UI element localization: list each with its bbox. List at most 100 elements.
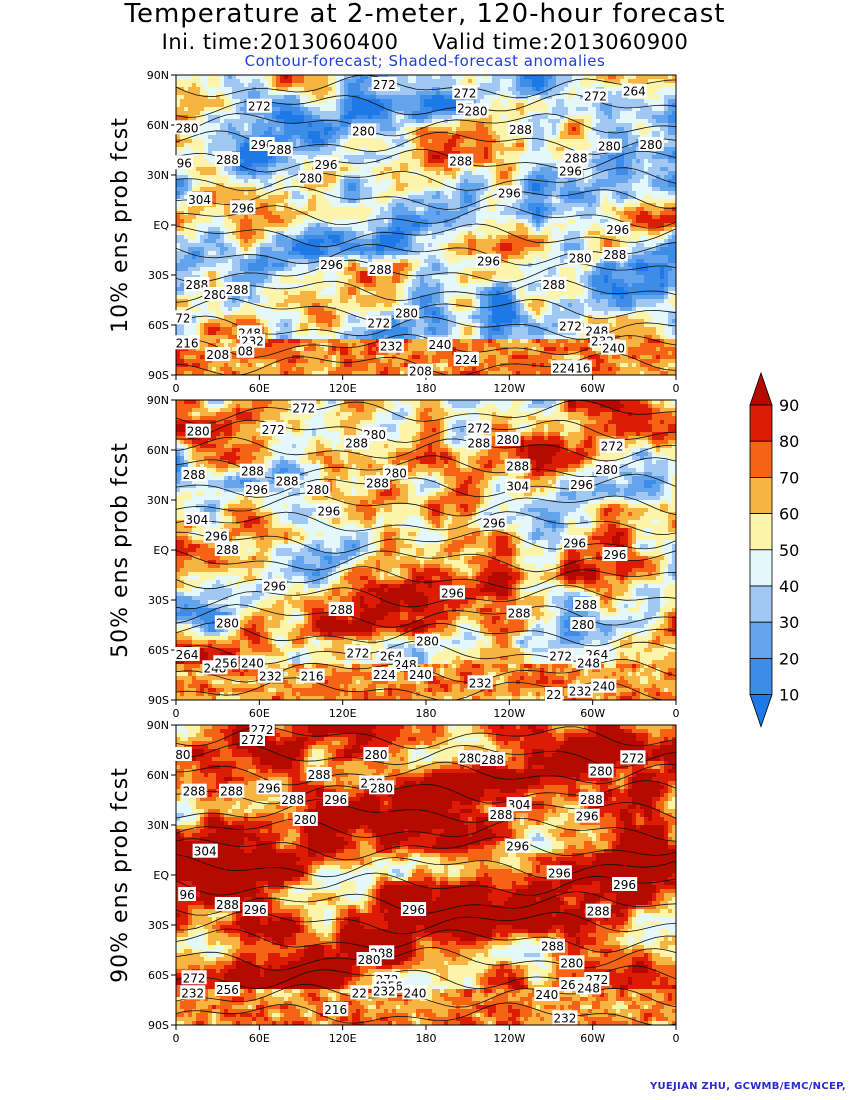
contour-label: 288 <box>344 435 370 450</box>
contour-label: 22 <box>350 985 369 1000</box>
contour-label: 216 <box>299 668 325 684</box>
contour-label: 304 <box>192 843 218 859</box>
lat-tick-label: 60S <box>148 319 169 332</box>
contour-label: 296 <box>605 222 631 237</box>
map-panel-1: 90N 60N 30N EQ 30S 60S 90S 0 60E 120E 180 120W 60W 0 2… <box>108 69 680 395</box>
contour-label: 264 <box>174 647 200 662</box>
contour-label: 288 <box>563 150 589 165</box>
contour-label: 272 <box>548 648 574 664</box>
contour-label: 216 <box>323 1002 349 1017</box>
contour-label: 304 <box>184 512 210 527</box>
contour-labels: 2722722642722722802802882802882802728029… <box>174 77 664 379</box>
contour-label: 232 <box>180 985 206 1000</box>
contour-label: 240 <box>239 655 265 670</box>
contour-label: 280 <box>638 137 664 152</box>
contour-label: 288 <box>585 903 611 919</box>
contour-label: 288 <box>267 142 293 157</box>
contour-label: 280 <box>394 305 420 320</box>
contour-label: 280 <box>174 120 200 135</box>
colorbar-label: 80 <box>779 432 799 451</box>
colorbar-bottom-arrow <box>749 694 773 728</box>
contour-label: 280 <box>588 763 614 779</box>
lon-tick-label: 180 <box>416 707 437 720</box>
colorbar-segment <box>749 440 773 478</box>
contour-label: 296 <box>475 253 502 269</box>
lon-tick-label: 0 <box>173 1032 180 1045</box>
lon-tick-label: 0 <box>173 382 180 395</box>
map-panel-2: 90N 60N 30N EQ 30S 60S 90S 0 60E 120E 180 120W 60W 0 2… <box>108 394 680 720</box>
contour-label: 296 <box>496 185 522 200</box>
contour-label: 240 <box>600 340 627 355</box>
colorbar-segment <box>749 549 773 587</box>
contour-label: 296 <box>244 482 270 497</box>
contour-label: 288 <box>306 767 332 782</box>
lon-tick-label: 0 <box>673 707 680 720</box>
lon-tick-label: 180 <box>416 1032 437 1045</box>
contour-label: 224 <box>371 667 397 682</box>
contour-label: 288 <box>328 602 354 617</box>
colorbar-label: 40 <box>779 577 799 596</box>
contour-label: 288 <box>181 467 207 482</box>
chart-subtitle: Ini. time:2013060400 Valid time:201306090… <box>0 30 850 54</box>
contour-label: 280 <box>202 287 228 302</box>
lon-tick-label: 0 <box>673 1032 680 1045</box>
contour-label: 296 <box>316 503 342 519</box>
contour-label: 224 <box>550 360 577 375</box>
panel-label: 90% ens prob fcst <box>108 767 133 983</box>
contour-label: 272 <box>557 318 583 334</box>
contour-label: 288 <box>506 605 532 620</box>
contour-label: 288 <box>480 752 506 767</box>
colorbar-label: 20 <box>779 649 799 668</box>
contour-label: 280 <box>363 747 389 762</box>
map-panel-3: 90N 60N 30N EQ 30S 60S 90S 0 60E 120E 180 120W 60W 0 2… <box>108 719 680 1045</box>
contour-label: 296 <box>546 865 572 880</box>
contour-label: 296 <box>323 792 349 807</box>
lon-tick-label: 120W <box>493 1032 525 1045</box>
colorbar-segment <box>749 658 773 696</box>
contour-label: 296 <box>612 877 638 892</box>
lon-tick-label: 0 <box>673 382 680 395</box>
contour-label: 232 <box>378 338 404 354</box>
colorbar-top-arrow <box>749 371 773 406</box>
lat-tick-label: EQ <box>153 869 169 882</box>
credit-text: YUEJIAN ZHU, GCWMB/EMC/NCEP, <box>650 1081 846 1092</box>
lat-tick-label: 30N <box>147 819 169 832</box>
contour-label: 280 <box>185 423 211 439</box>
contour-label: 232 <box>467 675 493 690</box>
lat-tick-label: 90N <box>147 394 169 407</box>
lon-tick-label: 60E <box>249 707 270 720</box>
contour-label: 22 <box>544 687 563 702</box>
lat-tick-label: 60N <box>147 119 169 132</box>
contour-label: 280 <box>350 123 377 139</box>
lat-tick-label: 90S <box>148 694 169 707</box>
contour-label: 288 <box>274 473 300 489</box>
contour-label: 288 <box>541 277 567 292</box>
lat-tick-label: 90N <box>147 69 169 82</box>
contour-label: 288 <box>280 792 306 807</box>
contour-label: 280 <box>463 103 489 119</box>
contour-label: 288 <box>181 783 207 799</box>
contour-label: 304 <box>505 478 531 494</box>
contour-label: 296 <box>557 163 583 179</box>
legend-note: Contour-forecast; Shaded-forecast anomal… <box>0 53 850 69</box>
contour-label: 288 <box>573 597 599 612</box>
panel-label: 50% ens prob fcst <box>108 442 133 658</box>
contour-label: 272 <box>620 750 646 765</box>
contour-label: 272 <box>260 422 286 437</box>
lon-tick-label: 60W <box>580 707 605 720</box>
colorbar-segment <box>749 585 773 623</box>
contour-label: 296 <box>319 257 345 272</box>
contour-label: 280 <box>594 462 620 477</box>
contour-label: 288 <box>219 783 245 799</box>
colorbar-label: 50 <box>779 541 799 560</box>
contour-label: 296 <box>400 902 427 917</box>
lon-tick-label: 120W <box>493 707 525 720</box>
contour-label: 264 <box>621 83 647 99</box>
lat-tick-label: 60S <box>148 644 169 657</box>
valid-time: Valid time:2013060900 <box>432 30 688 54</box>
lat-tick-label: 30S <box>148 919 169 932</box>
contour-label: 288 <box>367 262 393 277</box>
lat-tick-label: 60S <box>148 969 169 982</box>
contour-label: 272 <box>452 85 478 100</box>
contour-label: 280 <box>214 615 240 630</box>
